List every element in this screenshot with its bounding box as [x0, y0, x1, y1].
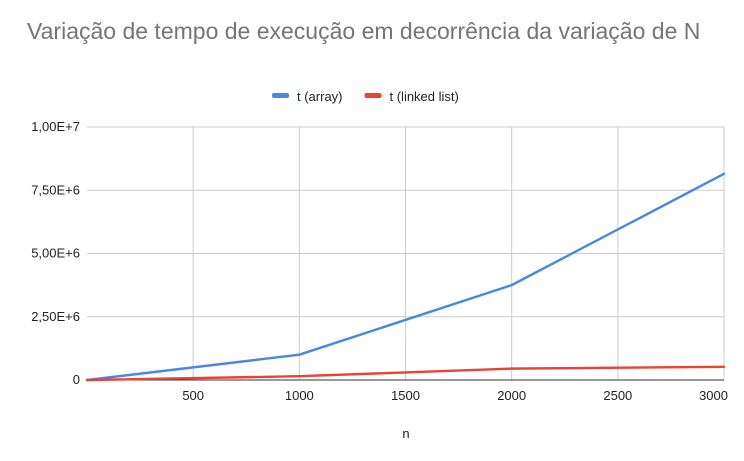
series-line-0 [85, 172, 726, 382]
legend-label-0: t (array) [297, 89, 343, 104]
x-tick-label: 500 [182, 388, 204, 403]
series-line-1 [85, 365, 726, 382]
x-tick-label: 3000 [699, 388, 728, 403]
legend-label-1: t (linked list) [390, 89, 459, 104]
x-tick-label: 1000 [285, 388, 314, 403]
y-tick-label: 1,00E+7 [31, 119, 80, 134]
tick-labels: 0 2,50E+6 5,00E+6 7,50E+6 1,00E+7 500 1000 1500… [31, 119, 728, 403]
legend-swatch-1 [364, 93, 382, 98]
legend: t (array) t (linked list) [272, 89, 459, 104]
x-tick-label: 2000 [497, 388, 526, 403]
series-lines [85, 172, 726, 382]
chart-title: Variação de tempo de execução em decorrê… [27, 18, 701, 44]
y-tick-label: 5,00E+6 [31, 246, 80, 261]
y-tick-label: 7,50E+6 [31, 182, 80, 197]
x-tick-label: 1500 [391, 388, 420, 403]
legend-swatch-0 [272, 93, 289, 98]
y-tick-label: 2,50E+6 [31, 309, 80, 324]
x-tick-label: 2500 [603, 388, 632, 403]
x-axis-title: n [402, 426, 409, 441]
y-tick-label: 0 [73, 372, 80, 387]
grid-lines [87, 126, 725, 380]
